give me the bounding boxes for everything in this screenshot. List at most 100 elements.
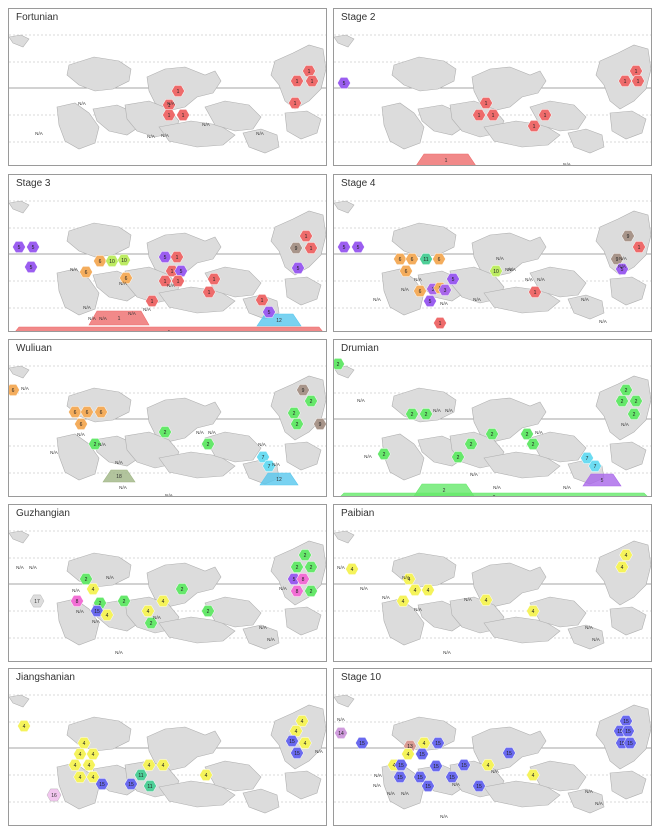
region-hexagon	[46, 788, 62, 802]
landmass	[529, 100, 587, 132]
region-label: 6	[12, 388, 15, 394]
map-canvas: 111111111N/AN/AN/AN/AN/AN/AN/A	[9, 34, 326, 154]
region-label: 1	[171, 269, 174, 275]
na-label: N/A	[464, 597, 473, 602]
region-label: 4	[88, 763, 91, 769]
region-label: 2	[296, 565, 299, 571]
region-label: 1	[638, 245, 641, 251]
panel-title: Guzhangian	[14, 508, 72, 519]
region-hexagon	[298, 737, 312, 749]
region-label: 9	[302, 388, 305, 394]
region-hexagon	[289, 725, 303, 737]
region-hexagon	[124, 778, 138, 790]
na-label: N/A	[619, 256, 628, 261]
region-hexagon	[88, 438, 102, 450]
region-hexagon	[615, 395, 629, 407]
landmass	[204, 760, 262, 792]
distribution-band	[15, 326, 323, 331]
region-label: 1	[164, 279, 167, 285]
landmass	[381, 433, 425, 481]
region-hexagon	[393, 771, 407, 783]
na-label: N/A	[505, 267, 514, 272]
region-hexagon	[438, 284, 452, 296]
region-hexagon	[431, 737, 445, 749]
region-label: 15	[627, 741, 633, 747]
landmass	[609, 276, 647, 306]
region-label: 2	[293, 411, 296, 417]
region-label: 4	[79, 775, 82, 781]
na-label: N/A	[92, 619, 101, 624]
na-label: N/A	[143, 307, 152, 312]
panel-title: Jiangshanian	[14, 672, 77, 683]
landmass	[284, 606, 322, 636]
region-label: 4	[74, 763, 77, 769]
map-panel: Stage 312115556610106511511111191515N/AN…	[8, 174, 327, 332]
region-label: 2	[411, 412, 414, 418]
na-label: N/A	[70, 267, 79, 272]
region-label: 4	[304, 741, 307, 747]
map-canvas: 5566116610563635119195N/AN/AN/AN/AN/AN/A…	[334, 200, 651, 329]
region-label: 1	[305, 234, 308, 240]
na-label: N/A	[357, 398, 366, 403]
panel-title: Wuliuan	[14, 343, 54, 354]
region-label: 2	[310, 565, 313, 571]
region-label: 2	[383, 452, 386, 458]
region-label: 2	[207, 609, 210, 615]
region-label: 6	[411, 257, 414, 263]
landmass	[391, 56, 457, 92]
region-hexagon	[472, 780, 486, 792]
region-hexagon	[408, 584, 422, 596]
na-label: N/A	[119, 485, 128, 490]
landmass	[9, 200, 30, 214]
region-hexagon	[134, 769, 148, 781]
region-label: 2	[150, 621, 153, 627]
region-hexagon	[421, 584, 435, 596]
na-label: N/A	[337, 565, 346, 570]
region-label: 4	[485, 598, 488, 604]
landmass	[284, 276, 322, 306]
region-hexagon	[615, 263, 629, 275]
na-label: N/A	[21, 386, 30, 391]
landmass	[334, 200, 355, 214]
region-hexagon	[158, 426, 172, 438]
na-label: N/A	[508, 267, 517, 272]
band-label: 12	[276, 318, 282, 324]
region-hexagon	[337, 241, 351, 253]
region-label: 2	[99, 601, 102, 607]
region-label: 6	[86, 410, 89, 416]
region-hexagon	[24, 261, 38, 273]
na-label: N/A	[621, 422, 630, 427]
na-label: N/A	[272, 462, 281, 467]
region-hexagon	[295, 715, 309, 727]
region-hexagon	[377, 448, 391, 460]
region-label: 1	[261, 298, 264, 304]
region-hexagon	[485, 428, 499, 440]
region-label: 6	[99, 259, 102, 265]
band-label: 2	[443, 488, 446, 494]
na-label: N/A	[364, 454, 373, 459]
landmass	[56, 268, 100, 316]
region-label: 5	[297, 266, 300, 272]
region-hexagon	[207, 273, 221, 285]
landmass	[204, 266, 262, 298]
map-canvas: 12115556610106511511111191515N/AN/AN/AN/…	[9, 200, 326, 331]
map-canvas: 522222222222772222N/AN/AN/AN/AN/AN/AN/AN…	[334, 358, 651, 496]
panel-title: Stage 3	[14, 178, 53, 189]
region-label: 5	[357, 245, 360, 251]
region-label: 1	[168, 103, 171, 109]
region-label: 1	[182, 113, 185, 119]
region-label: 2	[425, 412, 428, 418]
na-label: N/A	[414, 277, 423, 282]
region-label: 4	[295, 729, 298, 735]
region-label: 10	[109, 259, 115, 265]
region-label: 15	[506, 751, 512, 757]
region-label: 15	[617, 729, 623, 735]
na-label: N/A	[537, 277, 546, 282]
na-label: N/A	[315, 749, 324, 754]
region-label: 15	[419, 752, 425, 758]
region-label: 4	[408, 577, 411, 583]
region-label: 4	[402, 599, 405, 605]
region-hexagon	[415, 748, 429, 760]
region-hexagon	[419, 408, 433, 420]
